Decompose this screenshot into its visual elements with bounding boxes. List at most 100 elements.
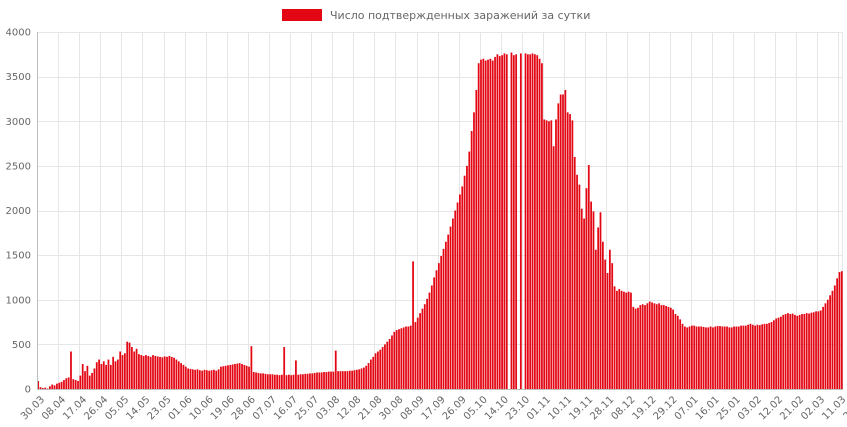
bar xyxy=(386,342,388,389)
bar xyxy=(192,369,194,389)
bar xyxy=(787,313,789,389)
legend[interactable]: Число подтвержденных заражений за сутки xyxy=(282,7,590,23)
bar xyxy=(361,368,363,389)
bar xyxy=(213,370,215,389)
bar xyxy=(750,324,752,389)
bar xyxy=(279,375,281,389)
bar xyxy=(832,291,834,389)
bar xyxy=(248,367,250,389)
bar xyxy=(803,314,805,389)
bar xyxy=(133,352,135,389)
bar xyxy=(714,327,716,389)
bar xyxy=(328,372,330,389)
bar xyxy=(96,362,98,389)
bar xyxy=(108,360,110,389)
bar xyxy=(363,368,365,389)
bar xyxy=(91,373,93,389)
bar xyxy=(813,312,815,389)
legend-label: Число подтвержденных заражений за сутки xyxy=(330,9,590,22)
bar xyxy=(515,54,517,389)
bar xyxy=(241,364,243,389)
y-tick-label: 3500 xyxy=(6,72,31,83)
bar xyxy=(630,293,632,389)
bar xyxy=(335,351,337,389)
bar xyxy=(494,57,496,389)
bar xyxy=(679,319,681,389)
bar xyxy=(574,157,576,389)
bar xyxy=(42,388,44,389)
bar xyxy=(747,325,749,389)
bar xyxy=(318,372,320,389)
bar xyxy=(799,315,801,389)
bar xyxy=(600,212,602,389)
bar xyxy=(426,299,428,389)
bar xyxy=(597,227,599,389)
bar xyxy=(684,327,686,389)
bar xyxy=(480,60,482,389)
bar xyxy=(117,360,119,389)
bar xyxy=(143,356,145,389)
bar xyxy=(330,372,332,389)
bar xyxy=(112,357,114,389)
bar xyxy=(438,263,440,389)
bar xyxy=(447,235,449,389)
bar xyxy=(126,342,128,389)
bar xyxy=(403,327,405,389)
bar xyxy=(269,374,271,389)
bar xyxy=(506,54,508,389)
bar xyxy=(185,367,187,389)
bar xyxy=(194,370,196,389)
bar xyxy=(525,53,527,389)
bar xyxy=(54,385,56,389)
bar xyxy=(253,372,255,389)
bar xyxy=(665,306,667,389)
bar xyxy=(239,363,241,389)
bar xyxy=(164,356,166,389)
bar xyxy=(281,375,283,389)
y-tick-label: 3000 xyxy=(6,117,31,128)
bar xyxy=(68,377,70,389)
bar xyxy=(218,369,220,389)
bar xyxy=(311,373,313,389)
bar xyxy=(260,373,262,389)
bar xyxy=(759,325,761,389)
bar xyxy=(138,354,140,389)
bar xyxy=(614,286,616,389)
bar xyxy=(757,325,759,389)
bar xyxy=(761,324,763,389)
bar xyxy=(618,289,620,389)
bar xyxy=(651,302,653,389)
bar xyxy=(40,387,42,389)
bar xyxy=(834,285,836,389)
bar xyxy=(400,328,402,389)
bar xyxy=(255,372,257,389)
bar xyxy=(152,355,154,389)
bar xyxy=(576,175,578,389)
bar xyxy=(417,318,419,389)
bar xyxy=(553,146,555,389)
bar xyxy=(372,357,374,389)
bar xyxy=(806,313,808,389)
y-tick-label: 1000 xyxy=(6,295,31,306)
bar xyxy=(686,327,688,389)
bar xyxy=(77,381,79,389)
bar xyxy=(829,295,831,389)
bar xyxy=(365,366,367,389)
bar xyxy=(159,357,161,389)
bar xyxy=(602,242,604,389)
bar xyxy=(295,360,297,389)
bar xyxy=(407,327,409,389)
bar xyxy=(440,256,442,389)
bar xyxy=(129,343,131,389)
bar xyxy=(396,330,398,389)
bar xyxy=(604,260,606,389)
bar xyxy=(782,315,784,389)
bar xyxy=(609,250,611,389)
bar xyxy=(190,369,192,389)
bar xyxy=(222,366,224,389)
bar xyxy=(499,56,501,389)
bar xyxy=(511,53,513,389)
bar xyxy=(58,383,60,389)
bar xyxy=(75,380,77,389)
